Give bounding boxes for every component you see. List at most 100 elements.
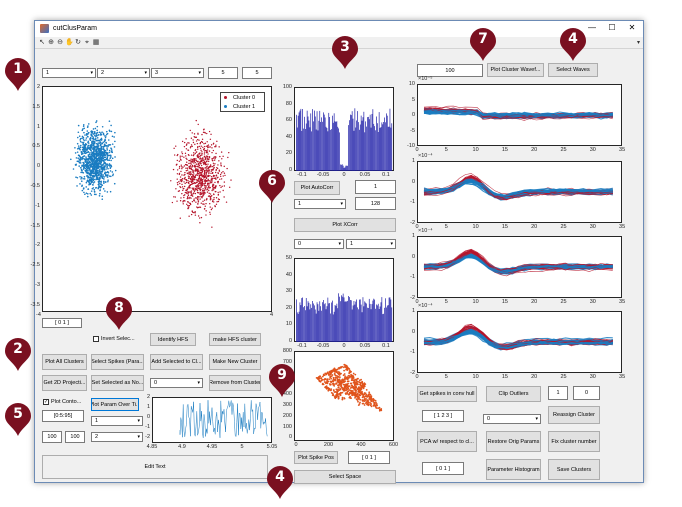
select-space-button[interactable]: Select Space bbox=[294, 470, 396, 484]
select-waves-button[interactable]: Select Waves bbox=[548, 63, 598, 77]
pca-button[interactable]: PCA w/ respect to cl... bbox=[417, 431, 477, 452]
waveform-ytick: 0 bbox=[411, 253, 415, 260]
plot-param-over-time-button[interactable]: Plot Param Over Ti... bbox=[91, 398, 139, 411]
waveform-xtick: 30 bbox=[589, 299, 596, 305]
checkbox-checked-icon: ✓ bbox=[43, 399, 49, 405]
dim2-select[interactable]: 2 ▾ bbox=[97, 68, 150, 78]
dim1-select[interactable]: 1 ▾ bbox=[42, 68, 96, 78]
toolbar-overflow-icon[interactable]: ▾ bbox=[636, 40, 640, 46]
conv-hull-button[interactable]: Get spikes in conv hull bbox=[417, 386, 477, 402]
noise-select[interactable]: 0 ▾ bbox=[150, 378, 203, 388]
waveform-xtick: 0 bbox=[415, 374, 419, 380]
field-0-input[interactable]: 0 bbox=[573, 386, 600, 400]
waveform-axes-1[interactable] bbox=[417, 84, 622, 146]
xcorr-xtick: 0.05 bbox=[359, 343, 371, 349]
selection-vector-field[interactable]: [ 0 1 ] bbox=[42, 318, 82, 328]
invert-select-checkbox[interactable]: Invert Selec... bbox=[93, 336, 135, 342]
autocorr-axes[interactable] bbox=[294, 87, 394, 171]
chevron-down-icon: ▾ bbox=[198, 70, 201, 76]
callout-number: 7 bbox=[478, 31, 488, 47]
wave-count-field[interactable]: 100 bbox=[417, 64, 483, 77]
vec-01-field[interactable]: [ 0 1 ] bbox=[422, 462, 464, 475]
make-new-cluster-button[interactable]: Make New Cluster bbox=[209, 354, 261, 370]
contour-range-field[interactable]: [0:5:95] bbox=[42, 410, 84, 422]
plot-all-clusters-button[interactable]: Plot All Clusters bbox=[42, 354, 87, 370]
xcorr-select-b[interactable]: 1 ▾ bbox=[346, 239, 396, 249]
restore-params-button[interactable]: Restore Orig Params bbox=[486, 431, 541, 452]
scatter-ytick: -2 bbox=[35, 242, 40, 249]
waveform-xtick: 5 bbox=[444, 224, 448, 230]
map-pin-icon bbox=[5, 338, 31, 371]
parameter-histogram-button[interactable]: Parameter Histogram bbox=[486, 459, 541, 480]
callout-badge-6: 5 bbox=[4, 403, 32, 437]
xcorr-select-a[interactable]: 0 ▾ bbox=[294, 239, 344, 249]
cluster-select[interactable]: 0 ▾ bbox=[483, 414, 541, 424]
remove-from-cluster-button[interactable]: Remove from Cluster bbox=[209, 375, 261, 391]
plot-cluster-waveforms-button[interactable]: Plot Cluster Wavef... bbox=[487, 63, 544, 77]
edit-text-button[interactable]: Edit Text bbox=[42, 455, 268, 479]
zoom-in-icon[interactable]: ⊕ bbox=[48, 39, 54, 46]
clip-outliers-button[interactable]: Clip Outliers bbox=[486, 386, 541, 402]
select-spikes-button[interactable]: Select Spikes (Para... bbox=[91, 354, 144, 370]
close-button[interactable]: ✕ bbox=[628, 23, 636, 32]
autocorr-ytick: 20 bbox=[285, 150, 292, 156]
field-a-input[interactable]: 5 bbox=[208, 67, 238, 79]
xcorr-ytick: 40 bbox=[285, 271, 292, 278]
param-select[interactable]: 1 ▾ bbox=[91, 416, 143, 426]
waveform-xtick: 30 bbox=[589, 224, 596, 230]
waveform-xtick: 0 bbox=[415, 147, 419, 153]
make-hfs-cluster-button[interactable]: make HFS cluster bbox=[209, 333, 261, 346]
datacursor-icon[interactable]: ⌖ bbox=[85, 39, 89, 46]
waveform-axes-2[interactable] bbox=[417, 161, 622, 223]
callout-number: 5 bbox=[13, 406, 23, 422]
callout-number: 4 bbox=[275, 469, 285, 485]
field-100a-input[interactable]: 100 bbox=[42, 431, 62, 443]
save-clusters-button[interactable]: Save Clusters bbox=[548, 459, 600, 480]
rotate-icon[interactable]: ↻ bbox=[75, 39, 81, 46]
add-selected-button[interactable]: Add Selected to Cl... bbox=[150, 354, 203, 370]
scatter-ytick: -3.5 bbox=[30, 301, 40, 308]
vec-123-field[interactable]: [ 1 2 3 ] bbox=[422, 410, 464, 422]
param-select-2[interactable]: 2 ▾ bbox=[91, 432, 143, 442]
waveform-ytick: 1 bbox=[411, 158, 415, 164]
autocorr-ytick: 60 bbox=[285, 117, 292, 123]
xcorr-axes[interactable] bbox=[294, 258, 394, 342]
xcorr-ytick: 10 bbox=[285, 321, 292, 327]
spikepos-axes[interactable] bbox=[294, 351, 394, 441]
brush-icon[interactable]: ▦ bbox=[92, 39, 100, 46]
field-b-input[interactable]: 5 bbox=[242, 67, 272, 79]
autocorr-field-128[interactable]: 128 bbox=[355, 197, 396, 210]
fix-cluster-number-button[interactable]: Fix cluster number bbox=[548, 431, 600, 452]
reassign-cluster-button[interactable]: Reassign Cluster bbox=[548, 406, 600, 424]
field-1-input[interactable]: 1 bbox=[548, 386, 568, 400]
waveform-axes-4[interactable] bbox=[417, 311, 622, 373]
plot-spike-pos-button[interactable]: Plot Spike Pos bbox=[294, 451, 338, 464]
minimize-button[interactable]: — bbox=[588, 23, 596, 32]
plot-xcorr-button[interactable]: Plot XCorr bbox=[294, 218, 396, 232]
plot-contours-checkbox[interactable]: ✓ Plot Conto... bbox=[43, 399, 81, 405]
identify-hfs-button[interactable]: Identify HFS bbox=[150, 333, 196, 346]
autocorr-field-1[interactable]: 1 bbox=[355, 180, 396, 194]
set-selected-noise-button[interactable]: Set Selected as No... bbox=[91, 375, 144, 391]
maximize-button[interactable]: ☐ bbox=[608, 23, 616, 32]
scatter-ytick: 0.5 bbox=[32, 143, 40, 150]
field-100b-input[interactable]: 100 bbox=[65, 431, 85, 443]
waveform-xtick: 5 bbox=[444, 147, 448, 153]
waveform-ytick: 10 bbox=[408, 81, 415, 87]
param-time-axes[interactable] bbox=[152, 397, 272, 443]
arrow-icon[interactable]: ↖ bbox=[39, 39, 45, 46]
spikepos-vector-field[interactable]: [ 0 1 ] bbox=[348, 451, 390, 464]
waveform-axes-3[interactable] bbox=[417, 236, 622, 298]
scatter-axes[interactable] bbox=[42, 86, 272, 312]
plot-autocorr-button[interactable]: Plot AutoCorr bbox=[294, 181, 340, 195]
dim3-select[interactable]: 3 ▾ bbox=[151, 68, 204, 78]
waveform-xtick: 25 bbox=[560, 224, 567, 230]
autocorr-select[interactable]: 1 ▾ bbox=[294, 199, 346, 209]
zoom-out-icon[interactable]: ⊖ bbox=[57, 39, 63, 46]
chevron-down-icon: ▾ bbox=[90, 70, 93, 76]
get-2d-projections-button[interactable]: Get 2D Projecti... bbox=[42, 375, 87, 391]
pan-icon[interactable]: ✋ bbox=[65, 39, 74, 46]
xcorr-xtick: -0.1 bbox=[297, 343, 307, 349]
waveform-ytick: -1 bbox=[410, 199, 415, 206]
callout-badge-9: 8 bbox=[105, 297, 133, 331]
